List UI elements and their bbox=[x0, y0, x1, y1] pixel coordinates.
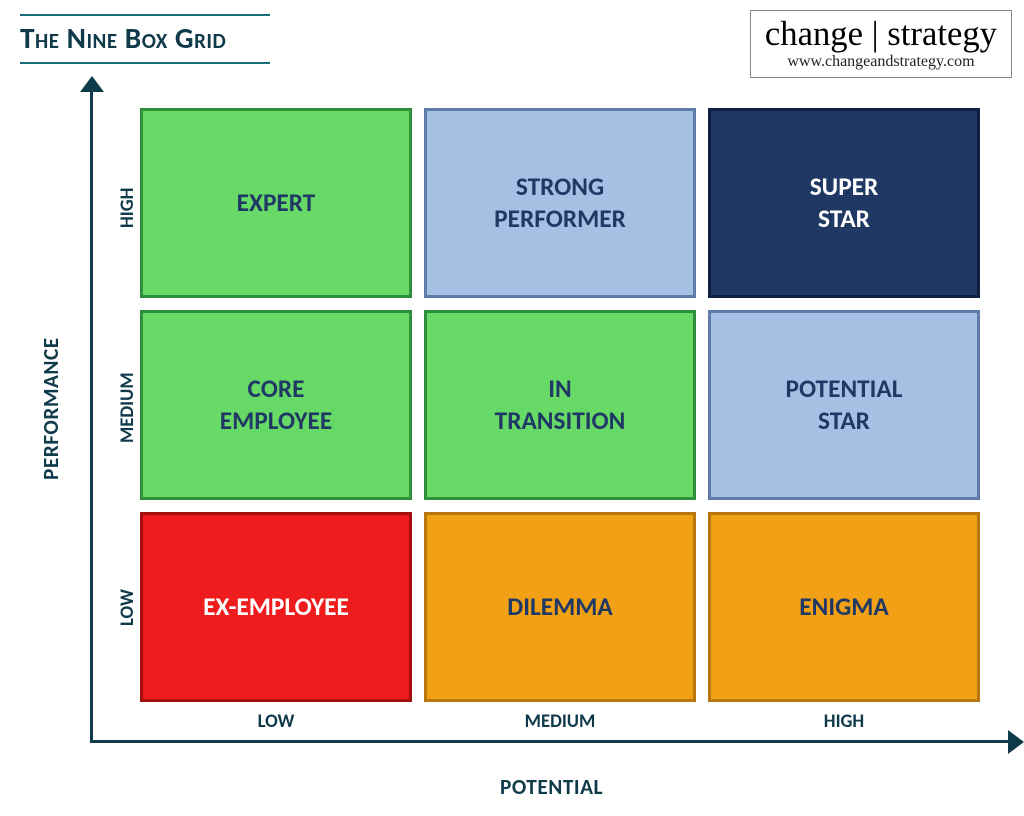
brand-logo: change | strategy www.changeandstrategy.… bbox=[750, 10, 1012, 78]
nine-box-grid: EXPERTSTRONG PERFORMERSUPER STAR CORE EMP… bbox=[140, 108, 980, 702]
title-block: The Nine Box Grid bbox=[20, 14, 270, 64]
grid-cell: POTENTIAL STAR bbox=[708, 310, 980, 500]
row-tick-label: LOW bbox=[116, 589, 139, 626]
grid-cell: STRONG PERFORMER bbox=[424, 108, 696, 298]
y-axis-label: PERFORMANCE bbox=[38, 337, 64, 480]
title-rule-bottom bbox=[20, 62, 270, 64]
x-axis-line bbox=[90, 740, 1010, 743]
brand-logo-main: change | strategy bbox=[765, 15, 997, 53]
grid-cell: ENIGMA bbox=[708, 512, 980, 702]
title-rule-top bbox=[20, 14, 270, 16]
grid-cell: EX-EMPLOYEE bbox=[140, 512, 412, 702]
brand-logo-url: www.changeandstrategy.com bbox=[765, 53, 997, 71]
col-tick-label: MEDIUM bbox=[424, 710, 696, 733]
row-tick-label: MEDIUM bbox=[116, 372, 139, 443]
x-axis-label: POTENTIAL bbox=[500, 774, 603, 800]
y-axis-line bbox=[90, 88, 93, 740]
grid-cell: CORE EMPLOYEE bbox=[140, 310, 412, 500]
nine-box-canvas: The Nine Box Grid change | strategy www.… bbox=[0, 0, 1024, 816]
page-title: The Nine Box Grid bbox=[20, 20, 270, 56]
y-axis-arrow-icon bbox=[80, 76, 104, 92]
x-axis-arrow-icon bbox=[1008, 730, 1024, 754]
col-tick-label: LOW bbox=[140, 710, 412, 733]
row-tick-label: HIGH bbox=[116, 188, 139, 228]
col-tick-label: HIGH bbox=[708, 710, 980, 733]
grid-cell: IN TRANSITION bbox=[424, 310, 696, 500]
grid-cell: DILEMMA bbox=[424, 512, 696, 702]
grid-cell: EXPERT bbox=[140, 108, 412, 298]
grid-cell: SUPER STAR bbox=[708, 108, 980, 298]
